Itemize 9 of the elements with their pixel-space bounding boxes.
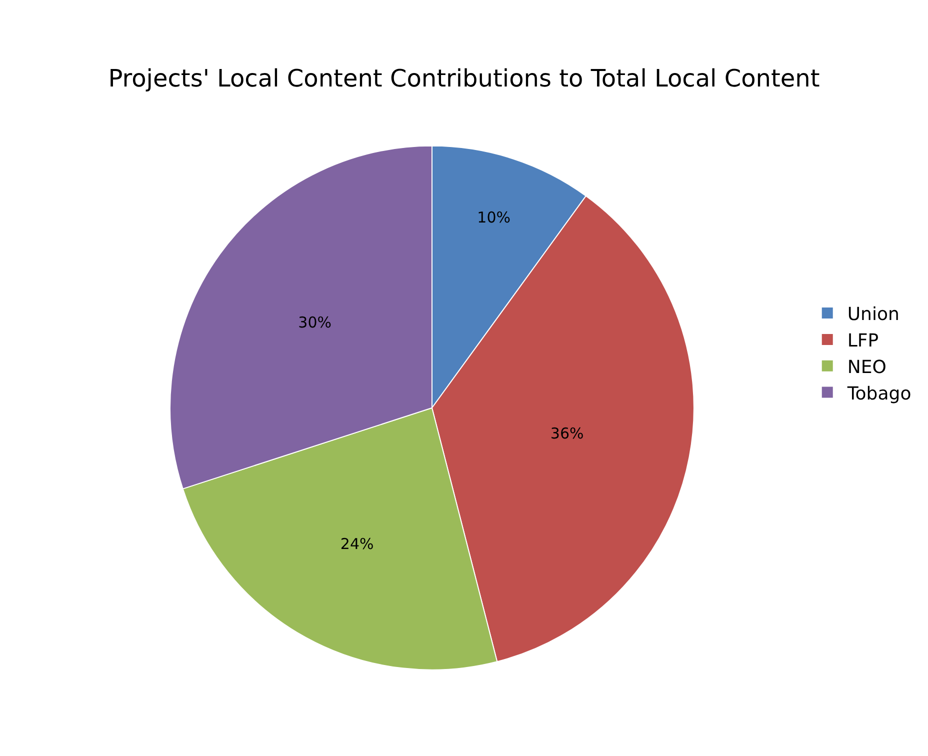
legend-label: LFP: [847, 330, 879, 352]
data-label: 24%: [340, 535, 374, 554]
legend-label: Union: [847, 304, 900, 326]
chart-title: Projects' Local Content Contributions to Total Local Content: [108, 64, 820, 92]
data-label: 10%: [477, 208, 510, 227]
data-label: 36%: [550, 424, 584, 443]
legend-label: Tobago: [846, 383, 912, 404]
legend-label: NEO: [847, 356, 886, 378]
data-label: 30%: [298, 314, 332, 332]
